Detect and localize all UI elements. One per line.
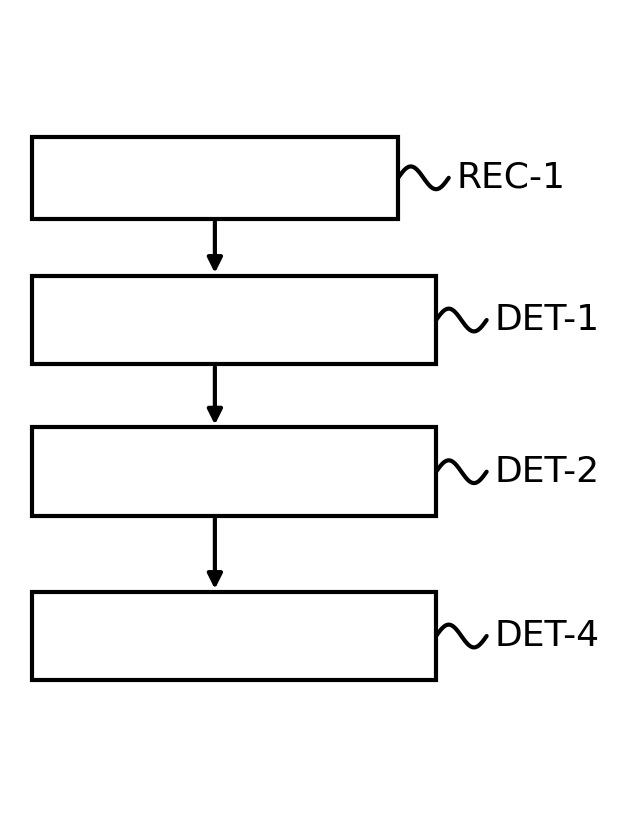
Text: DET-2: DET-2 xyxy=(494,455,599,489)
Bar xyxy=(32,136,398,219)
Bar xyxy=(32,276,436,364)
Bar xyxy=(32,592,436,681)
Bar xyxy=(32,427,436,516)
Text: DET-4: DET-4 xyxy=(494,619,599,653)
Text: DET-1: DET-1 xyxy=(494,303,599,337)
Text: REC-1: REC-1 xyxy=(456,161,565,194)
